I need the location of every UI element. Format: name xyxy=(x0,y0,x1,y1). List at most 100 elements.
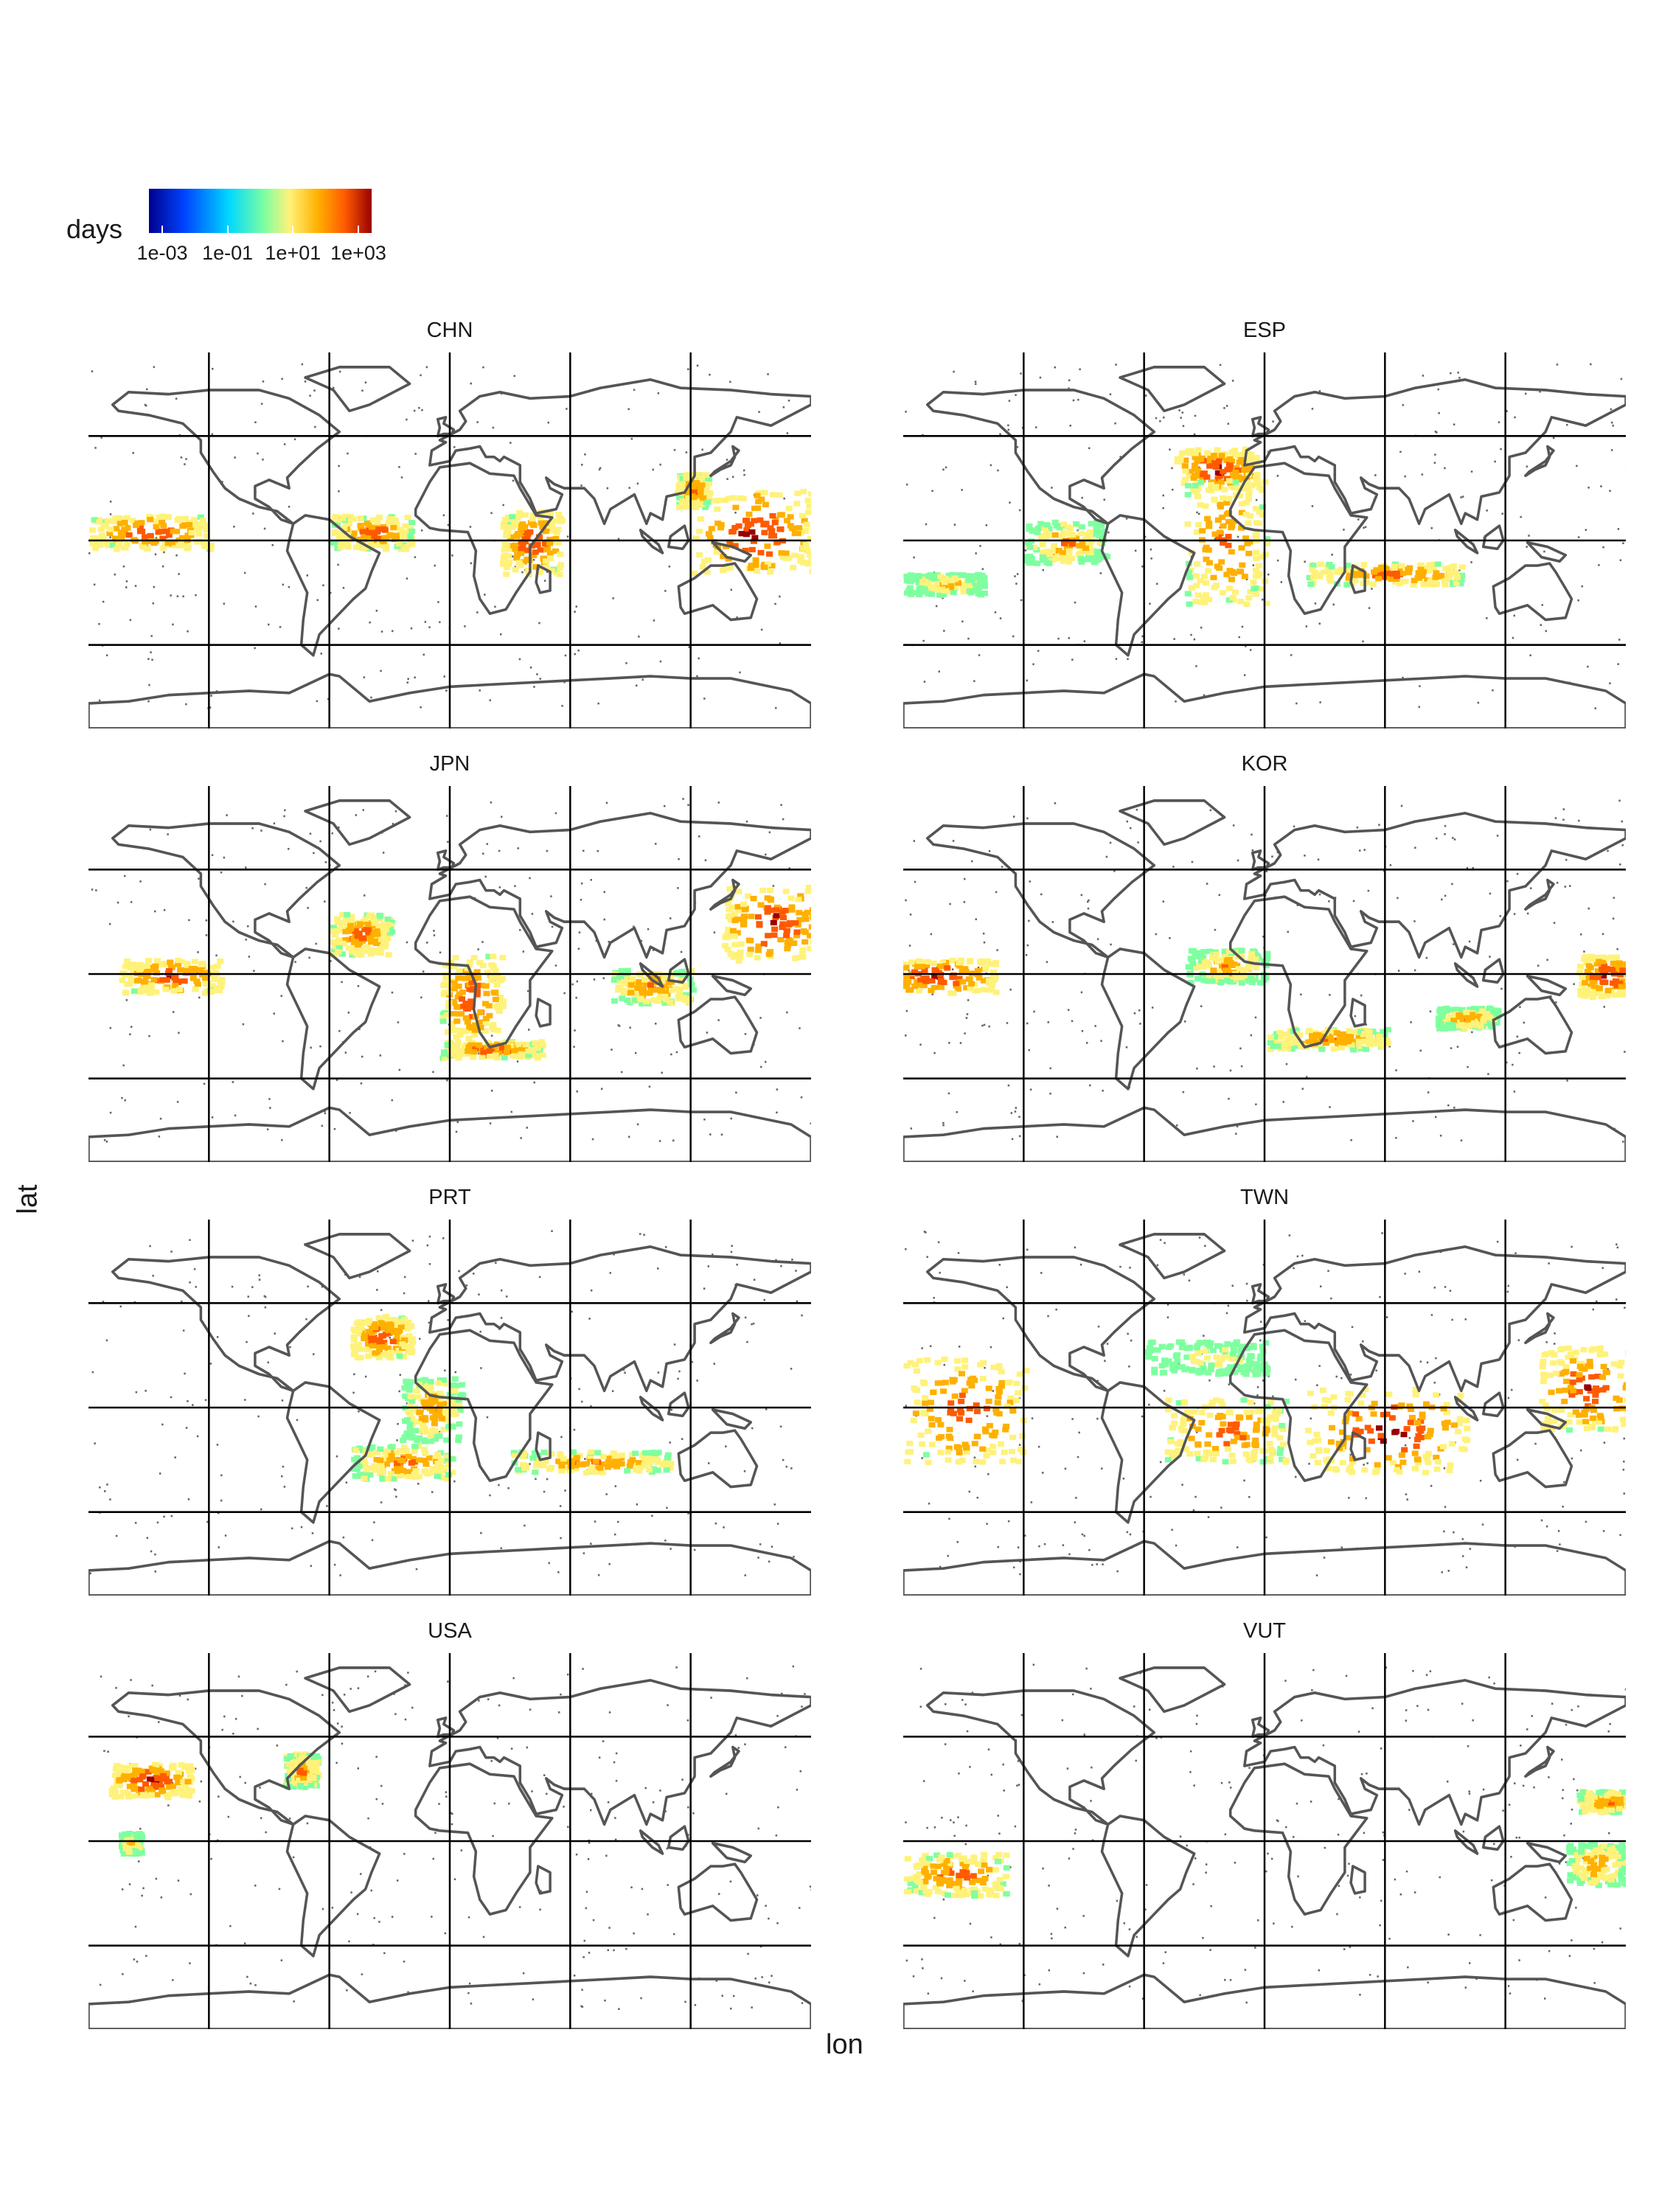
effort-cell xyxy=(967,986,974,992)
effort-cell xyxy=(484,1045,490,1051)
sparse-effort-point xyxy=(509,442,512,444)
effort-cell xyxy=(529,521,537,527)
effort-cell xyxy=(987,961,995,967)
effort-cell xyxy=(1214,470,1222,476)
sparse-effort-point xyxy=(1607,849,1609,852)
effort-cell xyxy=(1440,1025,1447,1031)
sparse-effort-point xyxy=(1450,372,1452,375)
sparse-effort-point xyxy=(244,1399,246,1401)
effort-cell xyxy=(950,575,958,581)
map-prt xyxy=(88,1220,811,1596)
sparse-effort-point xyxy=(516,1060,519,1062)
effort-cell xyxy=(156,514,163,521)
sparse-effort-point xyxy=(1477,701,1480,704)
sparse-effort-point xyxy=(375,609,378,612)
sparse-effort-point xyxy=(673,448,676,451)
sparse-effort-point xyxy=(526,990,529,992)
effort-cell xyxy=(941,580,948,585)
sparse-effort-point xyxy=(988,850,991,852)
effort-cell xyxy=(1379,1044,1386,1050)
effort-cell xyxy=(1416,575,1423,581)
sparse-effort-point xyxy=(1029,1088,1032,1091)
sparse-effort-point xyxy=(362,809,364,811)
effort-cell xyxy=(959,978,967,985)
effort-cell xyxy=(1593,974,1600,981)
effort-cell xyxy=(903,964,910,970)
sparse-effort-point xyxy=(767,373,769,375)
sparse-effort-point xyxy=(284,809,286,812)
effort-cell xyxy=(400,1444,408,1450)
effort-cell xyxy=(339,515,347,521)
sparse-effort-point xyxy=(726,478,728,480)
effort-cell xyxy=(400,1337,408,1343)
sparse-effort-point xyxy=(546,571,549,573)
effort-cell xyxy=(344,911,351,918)
effort-cell xyxy=(395,1347,403,1354)
effort-cell xyxy=(1064,557,1071,563)
effort-cell xyxy=(490,953,497,959)
sparse-effort-point xyxy=(1046,961,1048,964)
sparse-effort-point xyxy=(363,676,366,678)
sparse-effort-point xyxy=(1402,676,1404,679)
effort-cell xyxy=(966,959,973,965)
sparse-effort-point xyxy=(1460,1139,1463,1142)
sparse-effort-point xyxy=(707,1265,710,1267)
effort-cell xyxy=(1430,561,1438,568)
effort-cell xyxy=(663,997,670,1003)
effort-cell xyxy=(769,512,776,519)
sparse-effort-point xyxy=(1068,637,1070,639)
sparse-effort-point xyxy=(274,1332,276,1335)
effort-cell xyxy=(1194,953,1200,959)
effort-cell xyxy=(1298,1043,1305,1049)
sparse-effort-point xyxy=(730,588,732,591)
effort-cell xyxy=(1600,973,1607,979)
effort-cell xyxy=(479,1054,486,1060)
sparse-effort-point xyxy=(935,605,938,608)
effort-cell xyxy=(397,546,405,552)
coastline-japan xyxy=(709,445,740,477)
effort-cell xyxy=(355,931,363,936)
effort-cell xyxy=(485,953,493,959)
effort-cell xyxy=(1210,967,1217,973)
sparse-effort-point xyxy=(1590,363,1592,366)
sparse-effort-point xyxy=(172,623,174,626)
sparse-effort-point xyxy=(1419,1049,1422,1052)
sparse-effort-point xyxy=(103,1138,106,1141)
sparse-effort-point xyxy=(373,1521,375,1523)
effort-cell xyxy=(805,884,811,891)
sparse-effort-point xyxy=(1196,511,1198,514)
effort-cell xyxy=(1437,1021,1444,1027)
coastline-borneo xyxy=(1481,524,1505,551)
sparse-effort-point xyxy=(783,497,785,500)
effort-cell xyxy=(1040,549,1046,555)
effort-cell xyxy=(385,1327,392,1333)
effort-cell xyxy=(1026,523,1033,529)
effort-cell xyxy=(770,492,777,498)
sparse-effort-point xyxy=(163,1515,165,1518)
sparse-effort-point xyxy=(122,1064,125,1067)
effort-cell xyxy=(218,976,226,983)
effort-cell xyxy=(124,525,131,531)
sparse-effort-point xyxy=(1506,1061,1508,1064)
sparse-effort-point xyxy=(1225,405,1228,407)
sparse-effort-point xyxy=(669,1548,672,1550)
effort-cell xyxy=(1225,534,1232,540)
effort-cell xyxy=(686,995,693,1002)
sparse-effort-point xyxy=(1200,626,1203,629)
effort-cell xyxy=(330,952,337,958)
effort-cell xyxy=(1350,1047,1357,1053)
effort-cell xyxy=(1445,1022,1452,1028)
sparse-effort-point xyxy=(1006,1022,1009,1024)
effort-cell xyxy=(717,525,725,531)
sparse-effort-point xyxy=(931,490,933,493)
coastline-madagascar xyxy=(535,998,552,1028)
sparse-effort-point xyxy=(124,874,126,877)
facet-panel-prt: PRT xyxy=(88,1186,811,1599)
sparse-effort-point xyxy=(148,684,150,686)
sparse-effort-point xyxy=(999,617,1002,619)
sparse-effort-point xyxy=(99,1486,101,1489)
effort-cell xyxy=(366,1472,374,1478)
effort-cell xyxy=(1245,496,1252,502)
sparse-effort-point xyxy=(377,1270,379,1273)
sparse-effort-point xyxy=(1301,1088,1304,1090)
